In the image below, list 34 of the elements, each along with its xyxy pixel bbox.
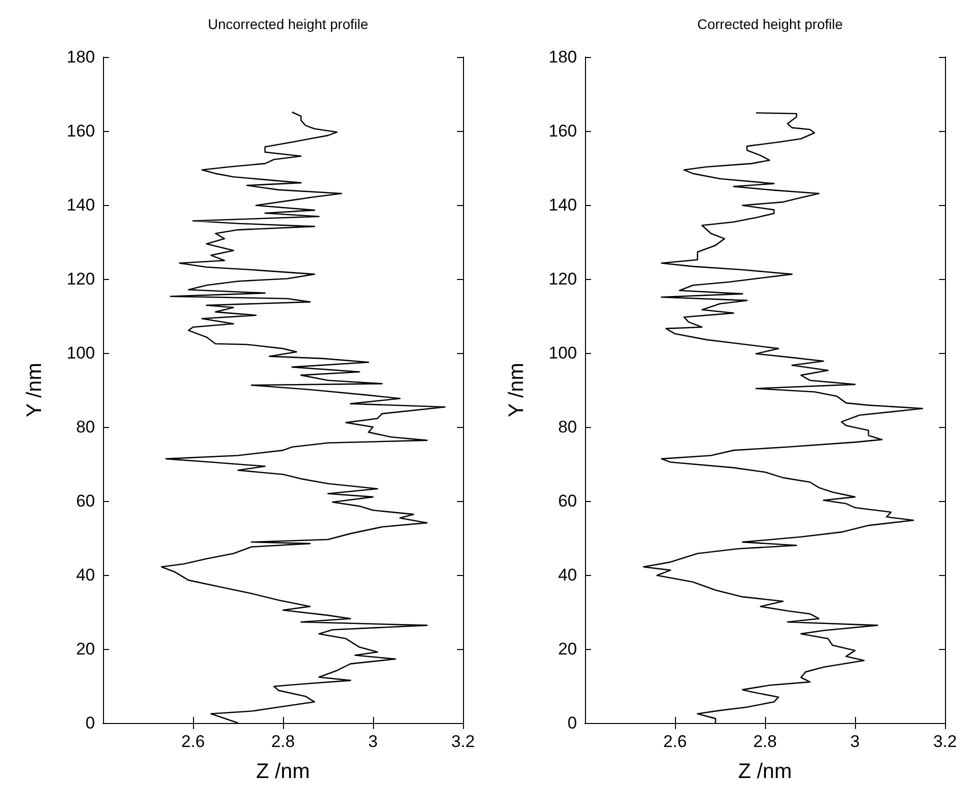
chart-title: Corrected height profile [697, 16, 843, 32]
y-tick-label: 120 [548, 270, 577, 288]
y-tick-label: 100 [548, 344, 577, 362]
x-tick-label: 2.8 [753, 732, 777, 751]
y-tick-label: 180 [66, 48, 95, 66]
y-tick-label: 20 [558, 640, 577, 658]
x-tick-label: 3 [368, 732, 378, 751]
y-tick-label: 20 [76, 640, 95, 658]
y-tick-label: 180 [548, 48, 577, 66]
y-axis-title: Y /nm [23, 362, 46, 418]
x-axis-title: Z /nm [738, 760, 792, 783]
x-tick-label: 3.2 [933, 732, 957, 751]
y-tick-label: 60 [558, 492, 577, 510]
y-axis-title: Y /nm [505, 362, 528, 418]
y-tick-label: 40 [76, 566, 95, 584]
x-tick-label: 2.8 [271, 732, 295, 751]
y-tick-label: 80 [558, 418, 577, 436]
y-tick-label: 160 [66, 122, 95, 140]
y-tick-label: 80 [76, 418, 95, 436]
x-tick-label: 3.2 [451, 732, 475, 751]
y-tick-label: 120 [66, 270, 95, 288]
x-tick-label: 3 [850, 732, 860, 751]
y-tick-label: 40 [558, 566, 577, 584]
y-tick-label: 100 [66, 344, 95, 362]
x-tick-label: 2.6 [181, 732, 205, 751]
y-tick-label: 0 [568, 714, 577, 732]
y-tick-label: 160 [548, 122, 577, 140]
y-tick-label: 140 [66, 196, 95, 214]
y-tick-label: 140 [548, 196, 577, 214]
x-axis-title: Z /nm [256, 760, 310, 783]
y-tick-label: 60 [76, 492, 95, 510]
chart-title: Uncorrected height profile [208, 16, 368, 32]
y-tick-label: 0 [86, 714, 95, 732]
x-tick-label: 2.6 [663, 732, 687, 751]
